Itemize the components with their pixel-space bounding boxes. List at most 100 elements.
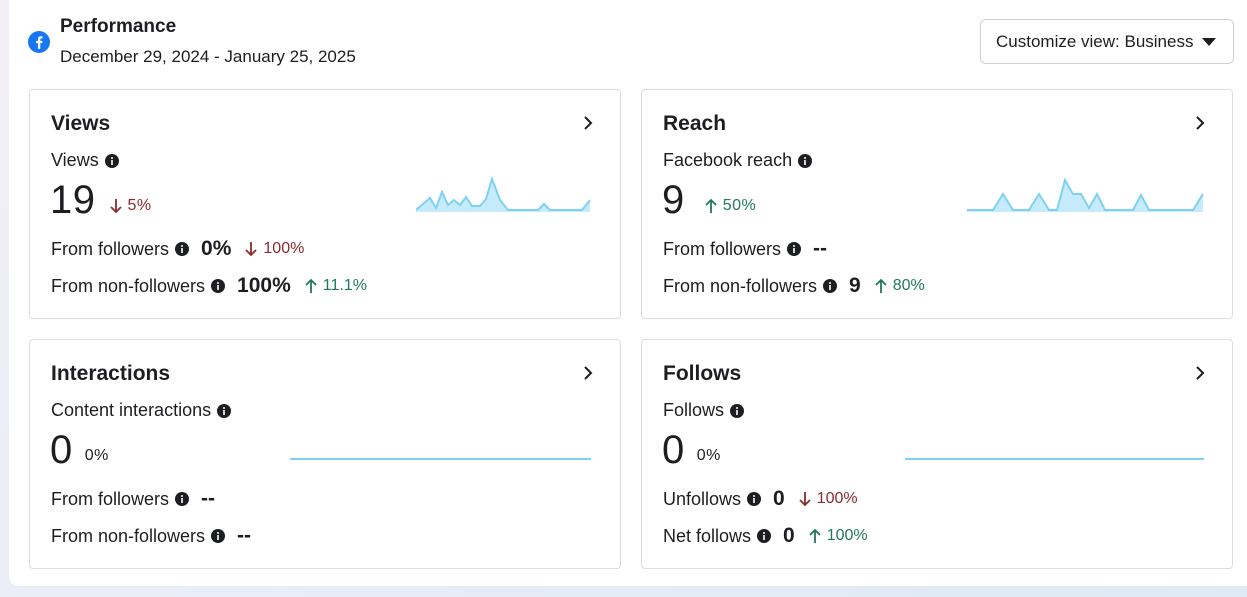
from-followers-row: From followers -- [51,487,223,511]
metric-label-text: Facebook reach [663,150,793,170]
customize-view-label: Customize view: Business [996,31,1194,51]
unfollows-row: Unfollows 0 100% [663,487,858,511]
interactions-card[interactable]: Interactions Content interactions 0 0% F… [29,339,621,569]
row-label: From followers [51,238,170,259]
row-value: 0 [783,524,795,547]
metric-value-number: 0 [662,428,685,472]
card-title: Follows [663,362,742,385]
metric-delta-value: 5% [127,196,152,214]
date-range: December 29, 2024 - January 25, 2025 [60,47,356,66]
from-non-followers-row: From non-followers 100% 11.1% [51,274,367,298]
row-delta: 11.1% [305,277,367,295]
row-label: From followers [51,488,170,509]
metric-label-text: Content interactions [51,400,212,420]
row-label: From non-followers [51,525,206,546]
metric-delta: 0% [85,447,109,465]
row-delta: 100% [809,527,868,545]
views-sparkline [416,176,591,212]
reach-card[interactable]: Reach Facebook reach 9 50% From follower… [641,89,1233,319]
row-delta: 80% [875,277,925,295]
metric-delta: 5% [109,196,152,215]
metric-label: Facebook reach [663,150,813,171]
views-card[interactable]: Views Views 19 5% From followers 0% 100% [29,89,621,319]
card-title: Interactions [51,362,171,385]
card-title: Views [51,112,111,135]
metric-value: 0 0% [50,428,109,473]
performance-panel: Performance December 29, 2024 - January … [9,0,1247,586]
row-value: -- [237,524,252,547]
row-value: 0% [201,237,232,260]
row-delta: 100% [245,240,304,258]
info-icon[interactable] [175,492,190,506]
arrow-down-icon [245,242,258,257]
follows-sparkline [905,458,1204,460]
row-delta-value: 100% [263,240,305,257]
metric-value-number: 19 [50,178,96,222]
info-icon[interactable] [104,153,119,168]
info-icon[interactable] [211,529,226,543]
row-delta-value: 11.1% [322,277,367,294]
from-followers-row: From followers 0% 100% [51,237,304,261]
arrow-up-icon [875,278,887,293]
info-icon[interactable] [798,153,813,168]
info-icon[interactable] [211,279,226,293]
row-delta-value: 100% [816,490,858,507]
metric-value-number: 9 [662,178,685,222]
row-delta-value: 100% [826,527,868,544]
info-icon[interactable] [747,492,762,506]
metric-value: 19 5% [50,178,152,223]
metric-value: 9 50% [662,178,756,223]
metric-delta-value: 0% [84,446,109,464]
info-icon[interactable] [175,242,190,256]
reach-sparkline [967,177,1204,212]
arrow-down-icon [799,492,811,507]
info-icon[interactable] [823,279,838,293]
metric-label-text: Views [51,150,99,170]
metric-label-text: Follows [663,400,725,420]
performance-header: Performance December 29, 2024 - January … [9,0,1247,80]
row-value: -- [813,237,828,260]
row-value: 100% [237,274,291,297]
info-icon[interactable] [787,242,802,256]
row-value: -- [201,487,216,510]
metric-delta: 50% [705,197,757,215]
from-non-followers-row: From non-followers -- [51,524,259,548]
info-icon[interactable] [730,403,745,418]
chevron-right-icon[interactable] [582,115,594,131]
row-label: From non-followers [51,275,206,296]
metric-delta-value: 50% [722,196,757,214]
row-label: From non-followers [663,275,818,296]
row-delta-value: 80% [892,277,925,294]
caret-down-icon [1202,38,1216,46]
info-icon[interactable] [217,403,232,418]
metric-label: Content interactions [51,400,232,421]
chevron-right-icon[interactable] [582,365,594,381]
facebook-logo-icon [28,31,50,53]
metric-value: 0 0% [662,428,721,473]
metric-value-number: 0 [50,428,73,472]
metric-delta-value: 0% [696,446,721,464]
page-title: Performance [60,16,177,37]
metric-label: Follows [663,400,745,421]
chevron-right-icon[interactable] [1194,115,1206,131]
customize-view-dropdown[interactable]: Customize view: Business [980,19,1234,64]
follows-card[interactable]: Follows Follows 0 0% Unfollows 0 100% Ne… [641,339,1233,569]
row-value: 0 [773,487,785,510]
row-label: Unfollows [663,488,742,509]
metric-label: Views [51,150,119,171]
arrow-up-icon [705,198,717,213]
arrow-down-icon [109,198,122,213]
interactions-sparkline [290,458,591,460]
row-label: Net follows [663,525,752,546]
metric-delta: 0% [697,447,721,465]
from-followers-row: From followers -- [663,237,835,261]
from-non-followers-row: From non-followers 9 80% [663,274,925,298]
info-icon[interactable] [757,529,772,543]
row-label: From followers [663,238,782,259]
row-value: 9 [849,274,861,297]
card-title: Reach [663,112,727,135]
chevron-right-icon[interactable] [1194,365,1206,381]
arrow-up-icon [809,528,821,543]
arrow-up-icon [305,278,317,293]
row-delta: 100% [799,490,858,508]
